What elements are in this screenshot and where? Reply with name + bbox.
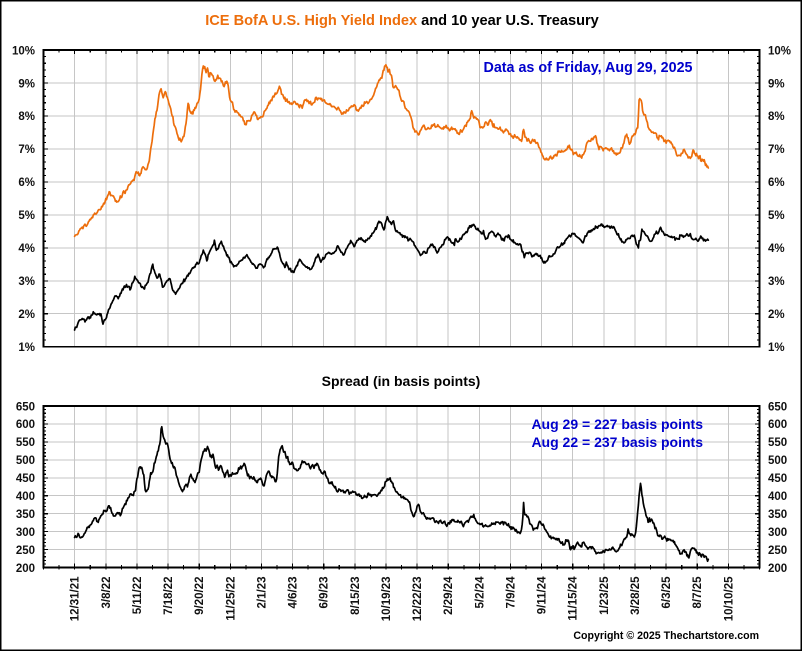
svg-text:1%: 1% [768,342,785,354]
svg-text:550: 550 [768,437,787,449]
svg-text:2/1/23: 2/1/23 [256,577,268,609]
svg-text:6%: 6% [18,177,35,189]
svg-text:9/11/24: 9/11/24 [537,576,549,614]
svg-text:5/2/24: 5/2/24 [474,576,486,609]
svg-text:7%: 7% [18,144,35,156]
svg-text:600: 600 [768,419,787,431]
svg-text:3%: 3% [18,276,35,288]
svg-text:1%: 1% [18,342,35,354]
svg-text:350: 350 [16,509,35,521]
svg-text:7/18/22: 7/18/22 [163,577,175,615]
svg-text:400: 400 [768,491,787,503]
svg-text:2%: 2% [18,309,35,321]
svg-text:400: 400 [16,491,35,503]
svg-text:650: 650 [16,401,35,413]
svg-text:Copyright © 2025 Thechartstore: Copyright © 2025 Thechartstore.com [573,630,759,642]
svg-text:6/9/23: 6/9/23 [319,577,331,609]
svg-text:8/7/25: 8/7/25 [692,576,704,609]
svg-text:10/19/23: 10/19/23 [381,577,393,622]
svg-text:8/15/23: 8/15/23 [350,577,362,615]
svg-text:600: 600 [16,419,35,431]
svg-text:450: 450 [16,473,35,485]
svg-text:6%: 6% [768,177,785,189]
svg-text:200: 200 [16,563,35,575]
svg-text:300: 300 [16,527,35,539]
svg-text:650: 650 [768,401,787,413]
svg-text:3%: 3% [768,276,785,288]
svg-text:4%: 4% [768,243,785,255]
svg-text:450: 450 [768,473,787,485]
svg-text:11/15/24: 11/15/24 [568,576,580,621]
svg-text:ICE BofA U.S. High Yield Index: ICE BofA U.S. High Yield Index and 10 ye… [205,13,599,29]
svg-text:350: 350 [768,509,787,521]
svg-text:10/10/25: 10/10/25 [723,576,735,621]
svg-text:7/9/24: 7/9/24 [506,576,518,609]
svg-text:12/22/23: 12/22/23 [412,577,424,622]
svg-text:500: 500 [768,455,787,467]
svg-text:6/3/25: 6/3/25 [661,576,673,609]
svg-text:11/25/22: 11/25/22 [225,577,237,621]
svg-text:500: 500 [16,455,35,467]
svg-text:Aug 22 = 237 basis points: Aug 22 = 237 basis points [531,434,703,450]
svg-text:10%: 10% [12,45,35,57]
svg-text:9/20/22: 9/20/22 [194,577,206,615]
svg-text:12/31/21: 12/31/21 [70,576,82,621]
svg-text:2%: 2% [768,309,785,321]
svg-text:7%: 7% [768,144,785,156]
svg-text:Aug 29 = 227 basis points: Aug 29 = 227 basis points [531,416,703,432]
svg-text:3/28/25: 3/28/25 [630,576,642,615]
svg-text:4/6/23: 4/6/23 [288,577,300,609]
svg-text:250: 250 [16,545,35,557]
svg-text:5%: 5% [18,210,35,222]
svg-text:5%: 5% [768,210,785,222]
svg-text:2/29/24: 2/29/24 [443,576,455,615]
svg-text:10%: 10% [768,45,791,57]
svg-text:8%: 8% [768,111,785,123]
svg-text:300: 300 [768,527,787,539]
svg-text:550: 550 [16,437,35,449]
svg-text:250: 250 [768,545,787,557]
svg-text:Data as of Friday, Aug 29, 202: Data as of Friday, Aug 29, 2025 [484,60,693,76]
svg-text:9%: 9% [768,78,785,90]
svg-text:1/23/25: 1/23/25 [599,576,611,615]
svg-text:4%: 4% [18,243,35,255]
svg-text:5/11/22: 5/11/22 [132,577,144,615]
svg-text:Spread (in basis points): Spread (in basis points) [322,373,481,389]
svg-text:3/8/22: 3/8/22 [101,577,113,609]
svg-text:9%: 9% [18,78,35,90]
svg-text:200: 200 [768,563,787,575]
svg-text:8%: 8% [18,111,35,123]
